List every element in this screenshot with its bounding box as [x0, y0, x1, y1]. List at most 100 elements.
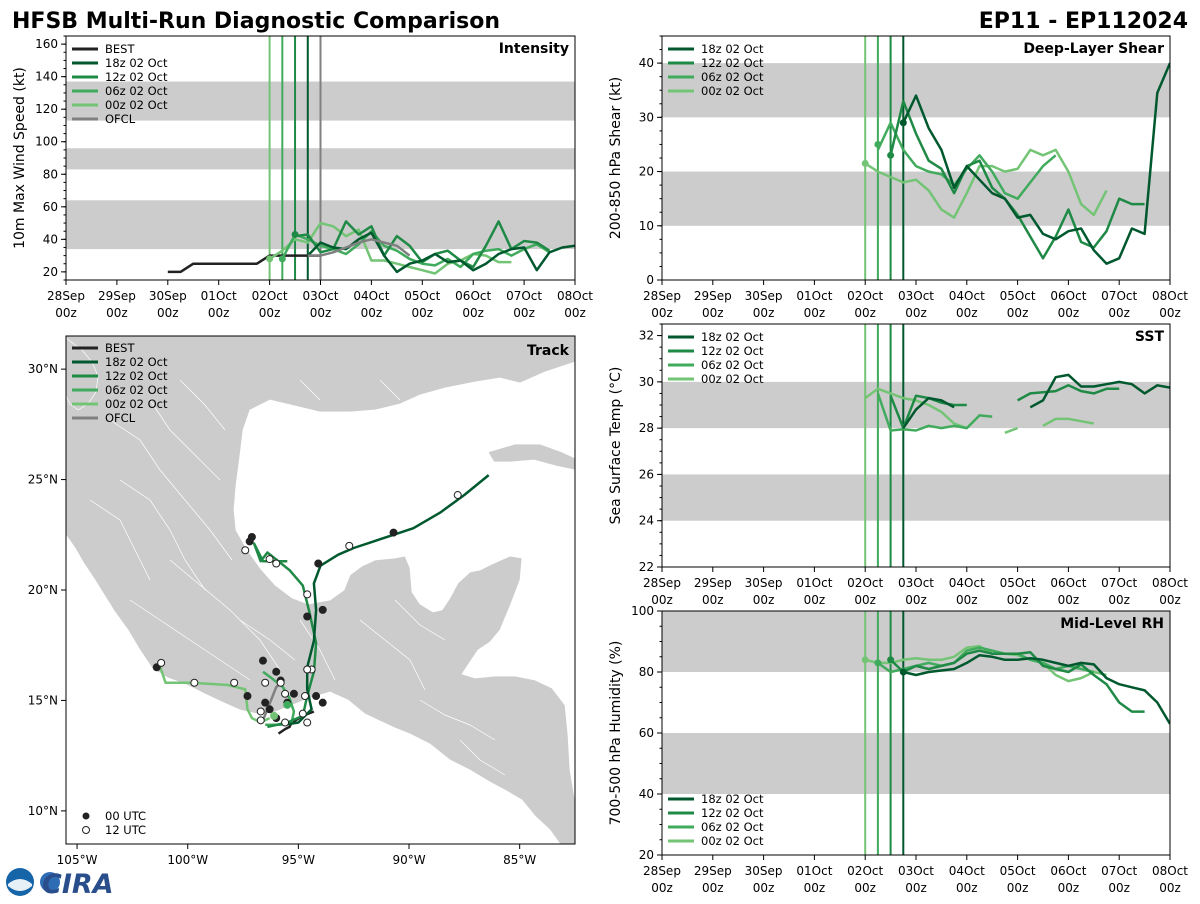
- legend-label: 18z 02 Oct: [701, 330, 764, 344]
- legend-label: OFCL: [105, 411, 136, 425]
- track-chart: 105°W 100°W 95°W 90°W 85°W 10°N 15°N 20°N 25°N 30…: [28, 335, 576, 867]
- y-tick-label: 30: [639, 375, 654, 389]
- series-line: [903, 653, 1170, 725]
- x-tick-hour: 00z: [1007, 881, 1029, 895]
- legend-label: 00z 02 Oct: [105, 397, 168, 411]
- series-line: [1029, 373, 1170, 409]
- x-tick-label: 85°W: [503, 853, 536, 867]
- y-tick-label: 80: [43, 167, 58, 181]
- x-tick-hour: 00z: [804, 593, 826, 607]
- x-tick-date: 29Sep: [694, 289, 732, 303]
- x-tick-date: 05Oct: [1000, 864, 1036, 878]
- x-tick-date: 04Oct: [949, 289, 985, 303]
- shear-chart: 0 10 20 30 40 28Sep 00z 29Sep 00z 30Sep 00z 01Oct 00…: [608, 35, 1188, 320]
- legend-label: BEST: [105, 341, 135, 355]
- legend-label: 06z 02 Oct: [105, 84, 168, 98]
- series-line: [889, 99, 1145, 260]
- y-tick-label: 20: [43, 265, 58, 279]
- legend-label: 12z 02 Oct: [701, 806, 764, 820]
- track-point-00utc: [243, 692, 252, 701]
- y-axis-label: 700-500 hPa Humidity (%): [608, 641, 624, 826]
- x-tick-hour: 00z: [1159, 306, 1181, 320]
- x-tick-date: 01Oct: [796, 289, 832, 303]
- x-tick-label: 100°W: [167, 853, 208, 867]
- track-point-12utc: [345, 541, 354, 550]
- y-axis-label: Sea Surface Temp (°C): [608, 367, 624, 525]
- rh-plot-area: [662, 611, 1170, 855]
- y-tick-label: 20: [639, 848, 654, 862]
- track-point-00utc: [265, 705, 274, 714]
- y-tick-label: 120: [35, 102, 58, 116]
- x-tick-date: 02Oct: [847, 864, 883, 878]
- track-point-12utc: [261, 678, 270, 687]
- x-tick-hour: 00z: [804, 306, 826, 320]
- x-tick-hour: 00z: [753, 306, 775, 320]
- y-tick-label: 26: [639, 467, 654, 481]
- init-marker: [266, 255, 274, 263]
- y-tick-label: 20: [639, 165, 654, 179]
- legend-label: 12z 02 Oct: [105, 70, 168, 84]
- x-tick-hour: 00z: [106, 306, 128, 320]
- track-point-12utc: [230, 678, 239, 687]
- y-tick-label: 30: [639, 110, 654, 124]
- intensity-chart: 20 40 60 80 100 120 140 160 28Sep 00z 29Sep 00z 30Se…: [12, 35, 593, 320]
- y-tick-label: 0: [646, 273, 654, 287]
- x-tick-hour: 00z: [651, 306, 673, 320]
- legend-label: 18z 02 Oct: [701, 42, 764, 56]
- x-tick-hour: 00z: [1007, 593, 1029, 607]
- y-tick-label: 15°N: [28, 693, 58, 707]
- x-tick-date: 30Sep: [745, 576, 783, 590]
- x-tick-hour: 00z: [854, 881, 876, 895]
- x-tick-date: 30Sep: [745, 864, 783, 878]
- track-point-12utc: [272, 559, 281, 568]
- track-point-12utc: [256, 707, 265, 716]
- y-tick-label: 22: [639, 560, 654, 574]
- x-tick-hour: 00z: [651, 881, 673, 895]
- x-tick-date: 01Oct: [796, 864, 832, 878]
- y-tick-label: 20°N: [28, 583, 58, 597]
- x-tick-hour: 00z: [412, 306, 434, 320]
- x-tick-hour: 00z: [702, 881, 724, 895]
- x-tick-hour: 00z: [1108, 881, 1130, 895]
- x-tick-hour: 00z: [651, 593, 673, 607]
- series-line: [864, 148, 1108, 219]
- x-tick-date: 07Oct: [1101, 864, 1137, 878]
- x-tick-hour: 00z: [702, 593, 724, 607]
- legend-label: 00z 02 Oct: [105, 98, 168, 112]
- x-tick-hour: 00z: [753, 881, 775, 895]
- threshold-band: [662, 611, 1170, 672]
- panel-title: SST: [1135, 329, 1165, 345]
- y-tick-label: 40: [639, 56, 654, 70]
- marker-legend-open: [82, 826, 90, 834]
- y-tick-label: 30°N: [28, 362, 58, 376]
- init-marker: [874, 659, 882, 667]
- legend-label: 12z 02 Oct: [701, 344, 764, 358]
- x-tick-date: 06Oct: [1050, 864, 1086, 878]
- legend-label: OFCL: [105, 112, 136, 126]
- x-tick-label: 105°W: [57, 853, 98, 867]
- x-tick-date: 28Sep: [643, 289, 681, 303]
- track-point-12utc: [453, 491, 462, 500]
- track-point-12utc: [281, 718, 290, 727]
- y-tick-label: 10°N: [28, 804, 58, 818]
- track-point-12utc: [303, 665, 312, 674]
- track-point-12utc: [190, 678, 199, 687]
- x-tick-hour: 00z: [513, 306, 535, 320]
- x-tick-hour: 00z: [956, 881, 978, 895]
- x-tick-hour: 00z: [804, 881, 826, 895]
- init-marker: [899, 668, 907, 676]
- series-line: [294, 220, 551, 269]
- legend-label: 18z 02 Oct: [105, 355, 168, 369]
- marker-legend-filled: [82, 812, 90, 820]
- track-point-00utc: [303, 612, 312, 621]
- x-tick-hour: 00z: [1159, 593, 1181, 607]
- sst-plot-area: [662, 324, 1170, 567]
- y-tick-label: 40: [43, 232, 58, 246]
- x-tick-hour: 00z: [956, 306, 978, 320]
- x-tick-date: 30Sep: [745, 289, 783, 303]
- y-tick-label: 160: [35, 37, 58, 51]
- x-tick-hour: 00z: [361, 306, 383, 320]
